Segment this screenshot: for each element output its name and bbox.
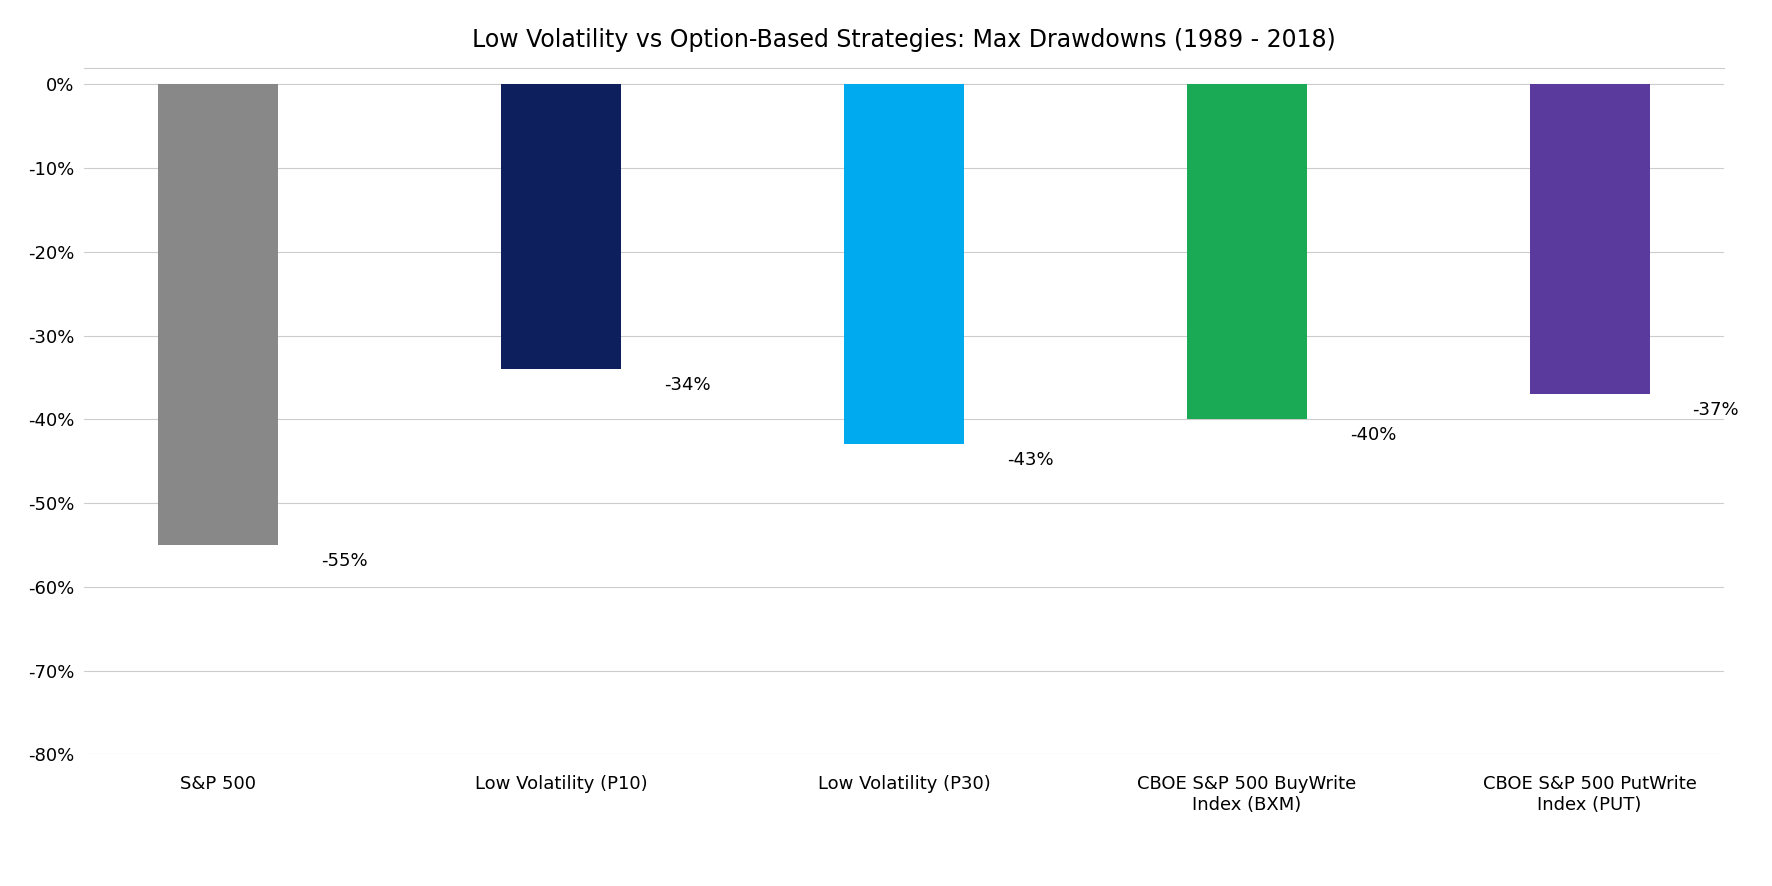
Bar: [1529, 84, 1650, 394]
Text: -40%: -40%: [1350, 426, 1396, 444]
Text: -55%: -55%: [321, 552, 369, 570]
Bar: [843, 84, 964, 445]
Bar: [158, 84, 278, 545]
Bar: [501, 84, 622, 369]
Title: Low Volatility vs Option-Based Strategies: Max Drawdowns (1989 - 2018): Low Volatility vs Option-Based Strategie…: [471, 27, 1336, 51]
Text: -37%: -37%: [1692, 400, 1738, 419]
Text: -43%: -43%: [1006, 451, 1054, 470]
Bar: [1187, 84, 1306, 419]
Text: -34%: -34%: [664, 376, 711, 393]
